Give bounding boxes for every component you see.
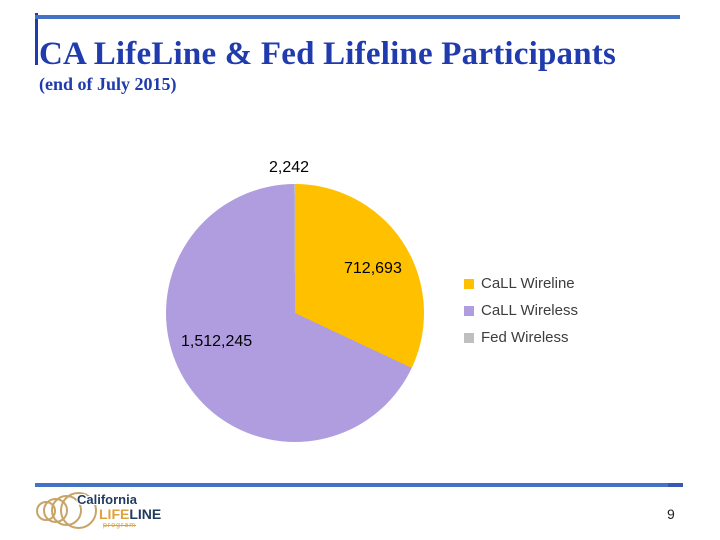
pie-data-label-call-wireline: 712,693	[344, 260, 402, 277]
logo-text-california: California	[77, 492, 137, 507]
logo-ring-icon	[60, 492, 97, 529]
logo-text-line: LINE	[129, 506, 162, 522]
chart-legend: CaLL Wireline CaLL Wireless Fed Wireless	[464, 270, 578, 351]
legend-item-call-wireline: CaLL Wireline	[464, 270, 578, 297]
legend-item-fed-wireless: Fed Wireless	[464, 324, 578, 351]
logo-text-program: program	[103, 522, 137, 529]
bottom-rule	[35, 483, 683, 487]
pie-data-label-call-wireless: 1,512,245	[181, 333, 253, 350]
pie-chart	[166, 184, 424, 442]
slide-title: CA LifeLine & Fed Lifeline Participants	[39, 36, 617, 72]
bottom-rule-tip	[668, 483, 683, 487]
logo-text-life: LIFE	[99, 506, 130, 522]
legend-swatch-fed	[464, 332, 474, 343]
page-number: 9	[667, 506, 675, 522]
pie-data-label-fed-wireless: 2,242	[269, 159, 310, 176]
logo-text-lifeline: LIFELINE	[99, 506, 161, 522]
slide-subtitle: (end of July 2015)	[39, 74, 177, 94]
top-rule	[35, 15, 680, 19]
legend-label-wireline: CaLL Wireline	[481, 275, 575, 292]
legend-item-call-wireless: CaLL Wireless	[464, 297, 578, 324]
california-lifeline-logo: California LIFELINE program	[36, 489, 161, 535]
corner-accent-line	[35, 13, 38, 65]
legend-swatch-wireless	[464, 305, 474, 316]
legend-swatch-wireline	[464, 278, 474, 289]
legend-label-fed: Fed Wireless	[481, 329, 569, 346]
legend-label-wireless: CaLL Wireless	[481, 302, 578, 319]
